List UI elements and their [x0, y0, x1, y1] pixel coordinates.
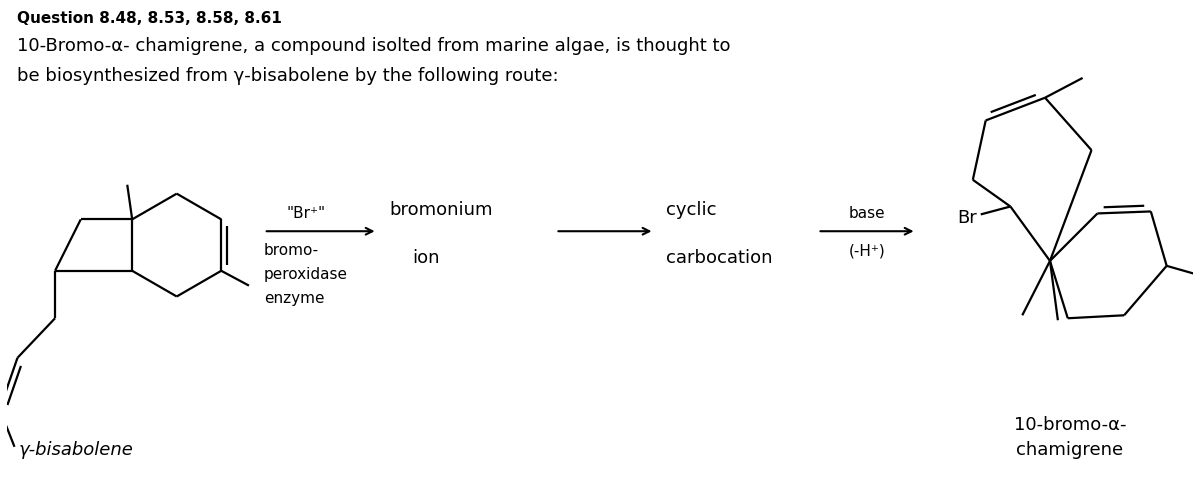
Text: Br: Br [958, 209, 977, 227]
Text: bromonium: bromonium [389, 201, 493, 219]
Text: 10-bromo-α-
chamigrene: 10-bromo-α- chamigrene [1014, 415, 1126, 459]
Text: ion: ion [412, 249, 439, 267]
Text: peroxidase: peroxidase [264, 267, 348, 282]
Text: "Br⁺": "Br⁺" [287, 206, 325, 221]
Text: base: base [848, 206, 886, 221]
Text: cyclic: cyclic [666, 201, 716, 219]
Text: (-H⁺): (-H⁺) [848, 243, 886, 258]
Text: enzyme: enzyme [264, 291, 324, 305]
Text: carbocation: carbocation [666, 249, 773, 267]
Text: 10-Bromo-α- chamigrene, a compound isolted from marine algae, is thought to: 10-Bromo-α- chamigrene, a compound isolt… [17, 37, 730, 55]
Text: Question 8.48, 8.53, 8.58, 8.61: Question 8.48, 8.53, 8.58, 8.61 [17, 11, 281, 26]
Text: bromo-: bromo- [264, 243, 319, 258]
Text: γ-bisabolene: γ-bisabolene [18, 441, 133, 459]
Text: be biosynthesized from γ-bisabolene by the following route:: be biosynthesized from γ-bisabolene by t… [17, 67, 558, 85]
